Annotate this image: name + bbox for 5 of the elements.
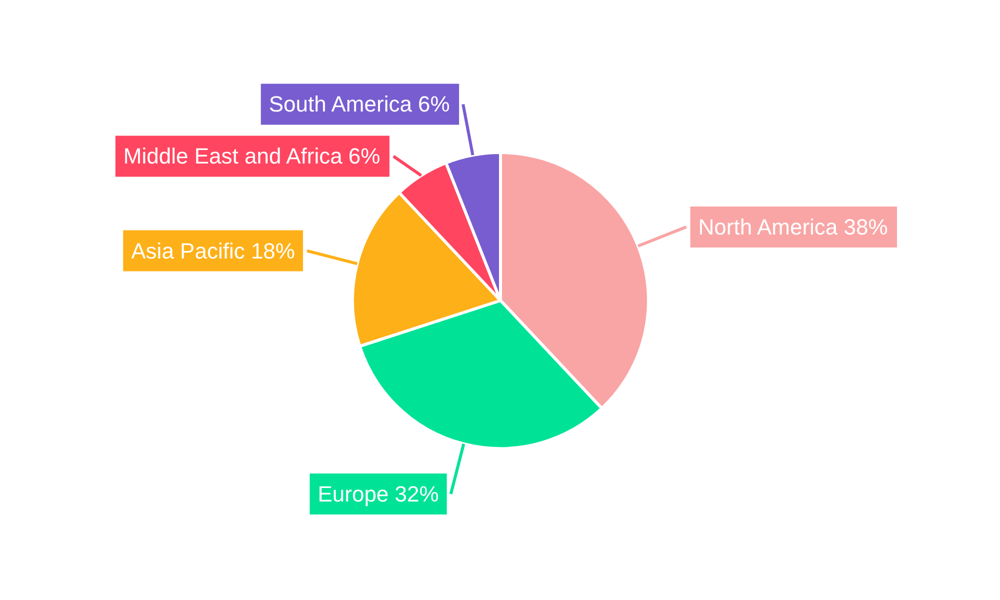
slice-label: Asia Pacific 18%: [131, 238, 295, 264]
slice-label: Europe 32%: [318, 482, 439, 507]
slice-label: South America 6%: [268, 92, 450, 117]
slice-label: North America 38%: [698, 214, 888, 240]
slice-label: Middle East and Africa 6%: [123, 144, 380, 169]
